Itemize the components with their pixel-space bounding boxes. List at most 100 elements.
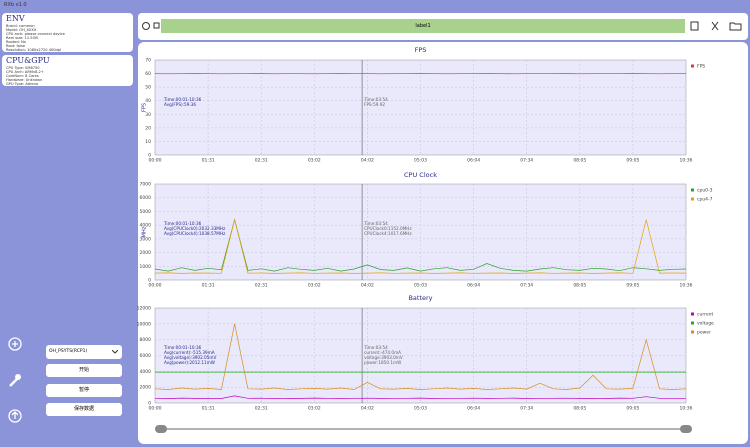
annotation: Time:03:54: [363, 97, 388, 102]
upload-icon[interactable]: [8, 409, 22, 423]
y-tick-label: 20: [145, 125, 151, 131]
info-line: Rooted: No: [6, 40, 26, 44]
x-tick-label: 09:05: [626, 158, 639, 164]
annotation: CPUClock0:1152.0MHz: [364, 226, 412, 231]
info-line: Resolution: 1080x2720 400dpi: [6, 48, 62, 52]
x-tick-label: 01:31: [202, 283, 215, 289]
legend-label: cpu0-3: [697, 188, 713, 194]
annotation: Avg(voltage):3902.05mV: [164, 355, 216, 360]
annotation: Time:00:01-10:36: [163, 345, 202, 350]
x-tick-label: 10:36: [680, 406, 693, 412]
wrench-icon[interactable]: [9, 374, 21, 387]
x-tick-label: 00:00: [149, 283, 162, 289]
info-line: Model: OH_XXXX: [6, 28, 37, 32]
y-tick-label: 5000: [140, 209, 152, 215]
y-tick-label: 8000: [140, 337, 152, 343]
toolbar-right-icons[interactable]: [688, 20, 744, 32]
y-tick-label: 0: [148, 153, 151, 159]
x-tick-label: 01:31: [202, 158, 215, 164]
y-tick-label: 10: [145, 139, 151, 145]
status-label: label1: [161, 19, 685, 33]
x-tick-label: 05:03: [414, 283, 427, 289]
info-line: GPU Type: Adreno: [6, 82, 39, 86]
y-tick-label: 3000: [140, 236, 152, 242]
x-tick-label: 08:05: [573, 406, 586, 412]
annotation: Time:00:01-10:36: [163, 97, 202, 102]
legend-label: cpu4-7: [697, 197, 713, 203]
annotation: Avg(current):-515.39mA: [164, 350, 215, 355]
legend-swatch: [691, 197, 694, 201]
y-tick-label: 10000: [137, 321, 151, 327]
env-heading: ENV: [6, 14, 25, 23]
series-line: [154, 395, 686, 399]
legend-label: voltage: [697, 321, 714, 327]
y-tick-label: 4000: [140, 369, 152, 375]
x-tick-label: 03:02: [308, 283, 321, 289]
y-tick-label: 12000: [137, 306, 151, 312]
x-tick-label: 01:31: [202, 406, 215, 412]
x-tick-label: 05:03: [414, 406, 427, 412]
y-tick-label: 7000: [140, 182, 152, 188]
annotation: current:-474.0mA: [364, 350, 401, 355]
info-line: CPU Arch: ARMv8.2+: [6, 70, 44, 74]
side-icons: [8, 337, 22, 423]
y-tick-label: 6000: [140, 195, 152, 201]
x-tick-label: 10:36: [680, 158, 693, 164]
x-tick-label: 05:03: [414, 158, 427, 164]
series-line: [154, 323, 687, 390]
cpu-gpu-lines: CPU Type: SM8750 CPU Arch: ARMv8.2+ CoreNu…: [6, 66, 44, 86]
y-tick-label: 50: [145, 85, 151, 91]
save-button[interactable]: 保存数据: [46, 403, 122, 416]
annotation: power:1850.1mW: [364, 360, 401, 365]
x-tick-label: 00:00: [149, 406, 162, 412]
x-tick-label: 10:36: [680, 283, 693, 289]
x-tick-label: 02:31: [255, 406, 268, 412]
x-tick-label: 06:04: [467, 158, 480, 164]
annotation: Time:03:54: [363, 345, 388, 350]
x-tick-label: 09:05: [626, 283, 639, 289]
legend-swatch: [691, 330, 694, 334]
slider-handle-start[interactable]: [155, 425, 167, 433]
info-line: CoreNum: 8 Cores: [6, 74, 39, 78]
y-tick-label: 2000: [140, 385, 152, 391]
env-lines: Brand: common Model: OH_XXXX CPU arch: ple…: [6, 24, 65, 52]
x-tick-label: 03:02: [308, 406, 321, 412]
x-tick-label: 02:31: [255, 283, 268, 289]
y-tick-label: 0: [148, 278, 151, 284]
annotation: Avg(CPUClock4):1038.57MHz: [164, 231, 226, 236]
annotation: CPUClock4:1017.6MHz: [364, 231, 412, 236]
info-line: CPU Type: SM8750: [6, 66, 40, 70]
chart-title: CPU Clock: [404, 171, 437, 179]
annotation: Avg(CPUClock0):2032.33MHz: [164, 226, 226, 231]
y-tick-label: 2000: [140, 250, 152, 256]
info-line: CPU arch: please connect device: [6, 32, 65, 36]
y-tick-label: 0: [148, 401, 151, 407]
y-axis-label: MHz: [142, 226, 148, 237]
add-icon[interactable]: [8, 337, 22, 351]
legend-label: FPS: [697, 64, 705, 70]
x-tick-label: 03:02: [308, 158, 321, 164]
device-select[interactable]: OH_PSYTS(RCP1): [46, 345, 122, 359]
chart-title: FPS: [415, 46, 427, 54]
pause-button[interactable]: 暂停: [46, 384, 122, 397]
series-line: [154, 218, 687, 272]
x-tick-label: 06:04: [467, 406, 480, 412]
start-button[interactable]: 开始: [46, 364, 122, 377]
info-line: Ram size: 11.5GB: [6, 36, 38, 40]
legend-label: power: [697, 330, 711, 336]
info-line: Root: false: [6, 44, 26, 48]
legend-swatch: [691, 321, 694, 325]
x-tick-label: 04:02: [361, 406, 374, 412]
toolbar-left-icons[interactable]: [141, 21, 161, 31]
slider-handle-end[interactable]: [680, 425, 692, 433]
env-card: ENV Brand: common Model: OH_XXXX CPU arch:…: [2, 13, 133, 52]
chart-title: Battery: [408, 294, 432, 302]
y-tick-label: 30: [145, 112, 151, 118]
x-tick-label: 08:05: [573, 158, 586, 164]
legend-label: current: [697, 312, 713, 318]
annotation: FPS:59.92: [364, 102, 385, 107]
y-axis-label: FPS: [142, 103, 148, 112]
x-tick-label: 04:02: [361, 283, 374, 289]
y-tick-label: 4000: [140, 223, 152, 229]
